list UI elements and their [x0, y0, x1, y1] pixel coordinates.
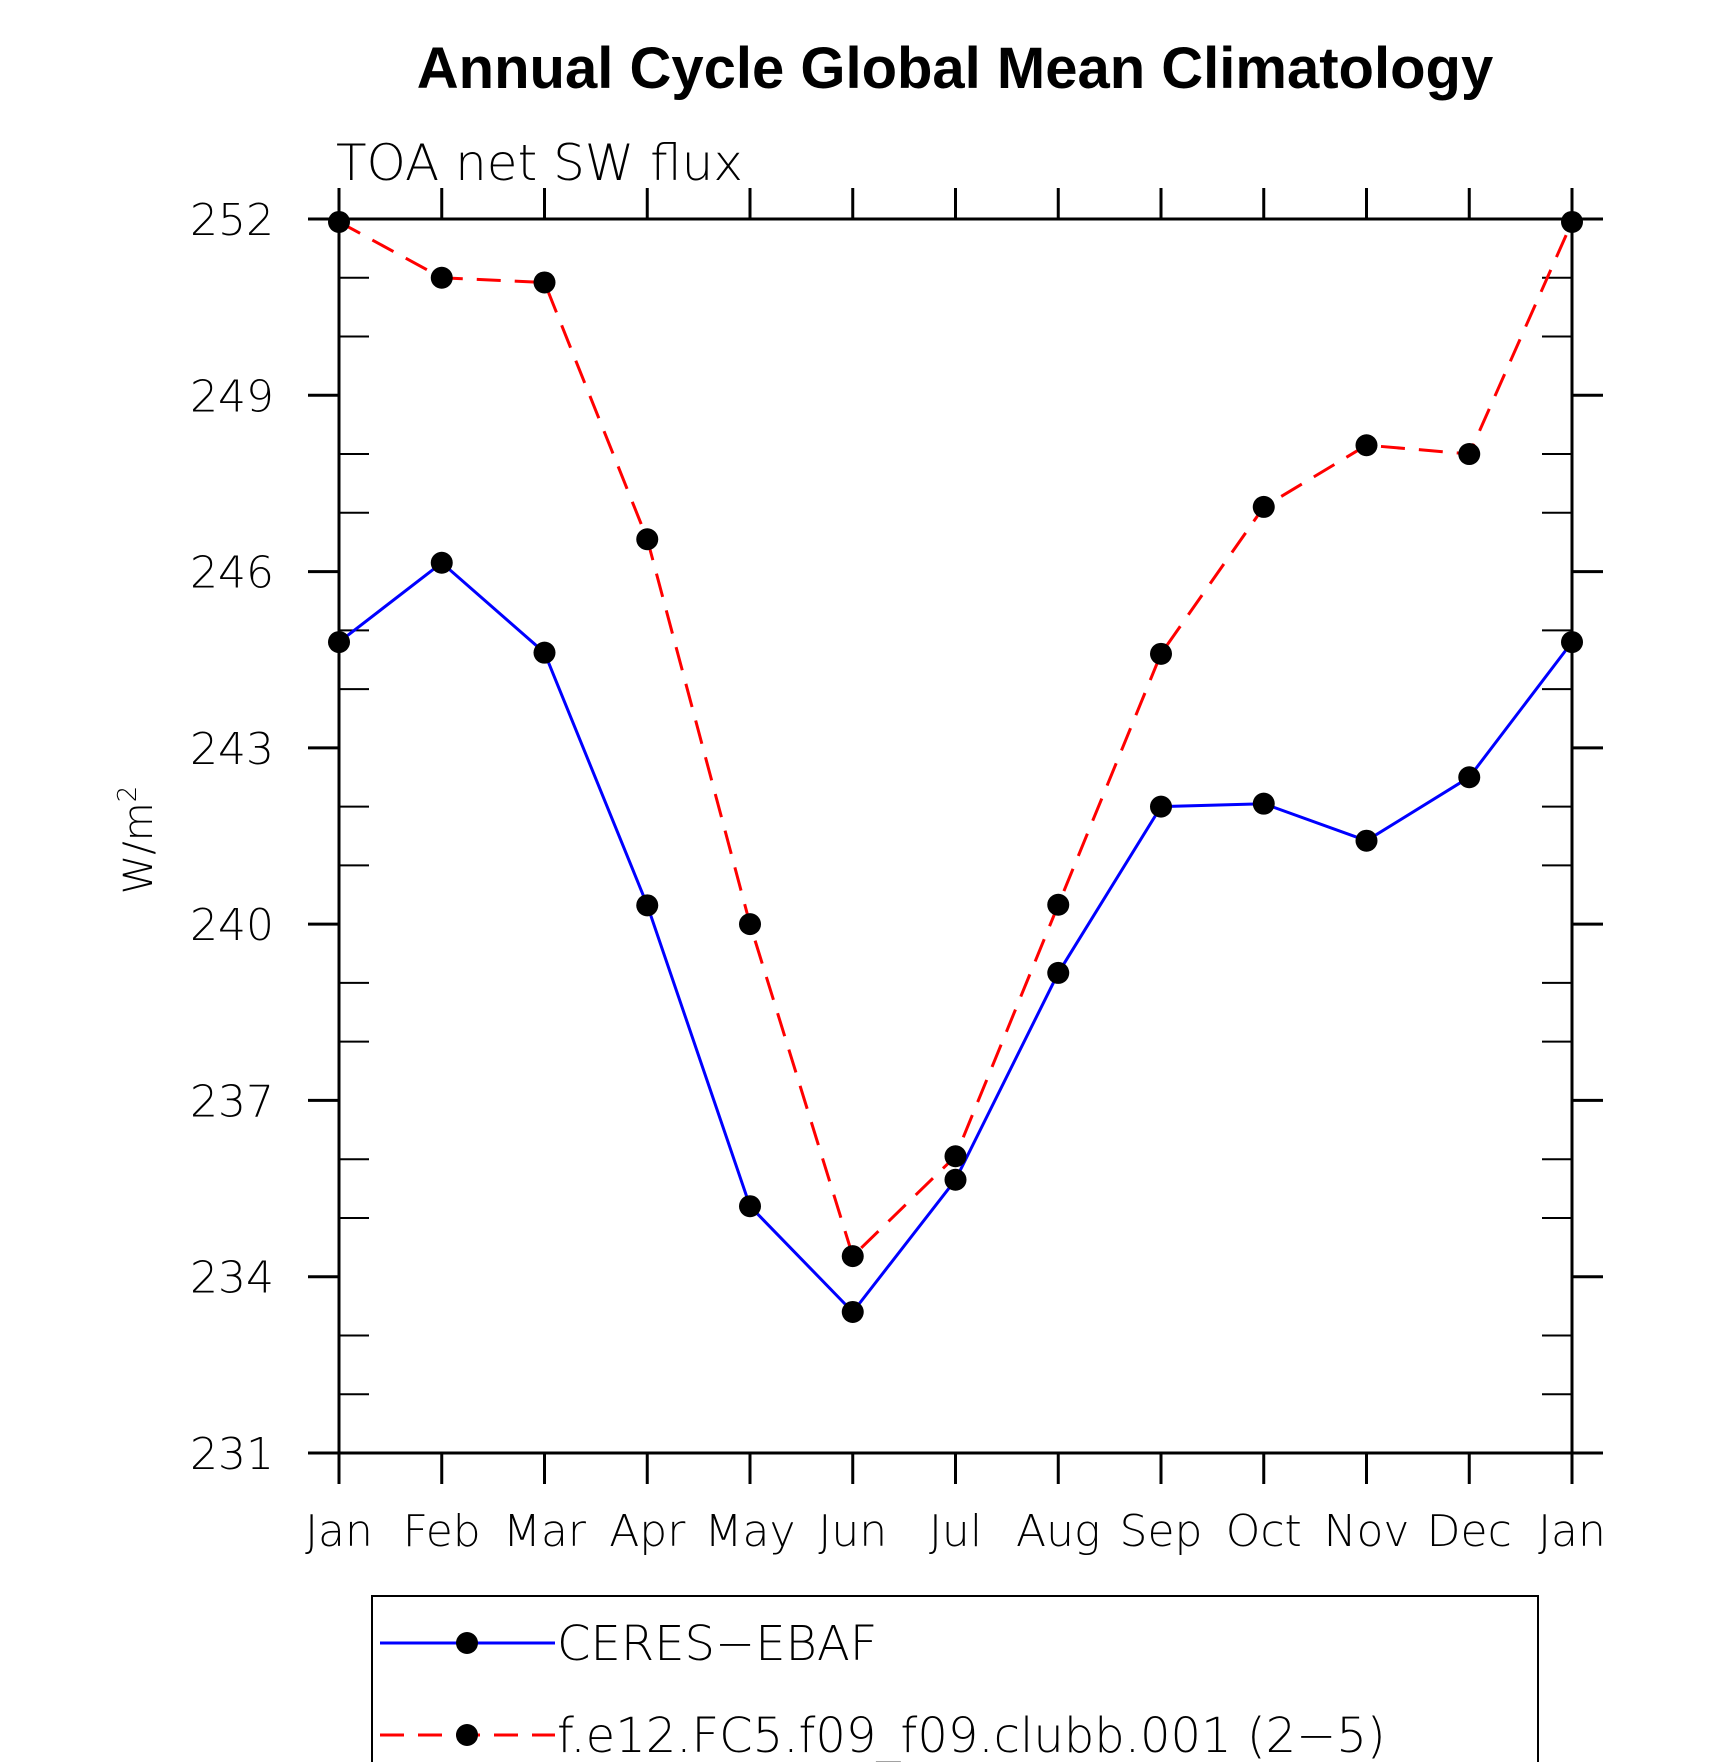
data-point: [328, 210, 350, 233]
y-tick-label: 237: [190, 1076, 274, 1127]
y-tick-label: 243: [190, 724, 274, 775]
chart-subtitle: TOA net SW flux: [336, 134, 743, 192]
data-point: [430, 551, 453, 574]
data-point: [1458, 766, 1481, 789]
x-tick-label: Jan: [1538, 1506, 1606, 1557]
x-tick-label: Feb: [403, 1506, 481, 1557]
x-tick-label: Jan: [305, 1506, 373, 1557]
data-point: [533, 271, 556, 294]
x-tick-label: May: [705, 1506, 796, 1557]
x-tick-label: Mar: [503, 1506, 587, 1557]
axis-ticks: [308, 188, 1603, 1484]
data-point: [1150, 795, 1172, 818]
x-tick-label: Nov: [1324, 1506, 1410, 1557]
y-axis-label-text: W/m: [116, 802, 162, 894]
plot-frame: [337, 217, 1574, 1455]
data-point: [1252, 495, 1275, 518]
y-tick-label: 234: [190, 1253, 274, 1304]
legend-marker-model: [456, 1724, 478, 1746]
y-tick-label: 231: [190, 1429, 274, 1480]
x-tick-label: Oct: [1226, 1506, 1302, 1557]
y-tick-label: 252: [190, 195, 274, 246]
data-point: [1561, 210, 1583, 233]
legend: CERES−EBAF f.e12.FC5.f09_f09.clubb.001 (…: [371, 1595, 1539, 1762]
data-point: [1561, 631, 1583, 654]
chart-title: Annual Cycle Global Mean Climatology: [417, 36, 1493, 101]
series-line-0: [338, 560, 1574, 1315]
x-tick-label: Apr: [609, 1506, 686, 1557]
data-point: [739, 1195, 761, 1218]
y-axis-label: W/m2: [113, 786, 162, 895]
data-point: [739, 913, 761, 936]
data-point: [944, 1168, 967, 1191]
plot-area: Jan Feb Mar Apr May Jun Jul Aug Sep Oct Nov Dec Jan …: [190, 188, 1606, 1557]
y-tick-label: 246: [190, 548, 274, 599]
data-point: [636, 528, 659, 551]
data-point: [841, 1245, 864, 1268]
x-tick-label: Sep: [1120, 1506, 1203, 1557]
x-tick-label: Jun: [818, 1506, 887, 1557]
x-axis-labels: Jan Feb Mar Apr May Jun Jul Aug Sep Oct Nov Dec Jan: [305, 1506, 1606, 1557]
y-tick-label: 240: [190, 900, 274, 951]
data-point: [533, 641, 556, 664]
y-tick-label: 249: [190, 371, 274, 422]
x-tick-label: Aug: [1016, 1506, 1100, 1557]
y-axis-label-superscript: 2: [113, 786, 143, 803]
legend-box: [371, 1595, 1539, 1762]
data-point: [1355, 434, 1378, 457]
data-point: [1355, 829, 1378, 852]
legend-label-ceres: CERES−EBAF: [557, 1616, 877, 1672]
data-point: [1252, 792, 1275, 815]
legend-label-model: f.e12.FC5.f09_f09.clubb.001 (2−5): [557, 1708, 1386, 1762]
x-tick-label: Dec: [1427, 1506, 1512, 1557]
data-point: [636, 894, 659, 917]
x-tick-label: Jul: [929, 1506, 982, 1557]
data-point: [1047, 893, 1070, 916]
y-axis-labels: 231 234 237 240 243 246 249 252: [190, 195, 274, 1480]
series-points: [328, 210, 1583, 1323]
data-point: [1150, 642, 1172, 665]
data-point: [1047, 961, 1070, 984]
legend-marker-ceres: [456, 1632, 478, 1654]
data-point: [841, 1300, 864, 1323]
data-point: [944, 1145, 967, 1168]
series-line-1: [338, 220, 1574, 1259]
data-point: [430, 266, 453, 289]
data-point: [328, 631, 350, 654]
data-point: [1458, 443, 1481, 466]
